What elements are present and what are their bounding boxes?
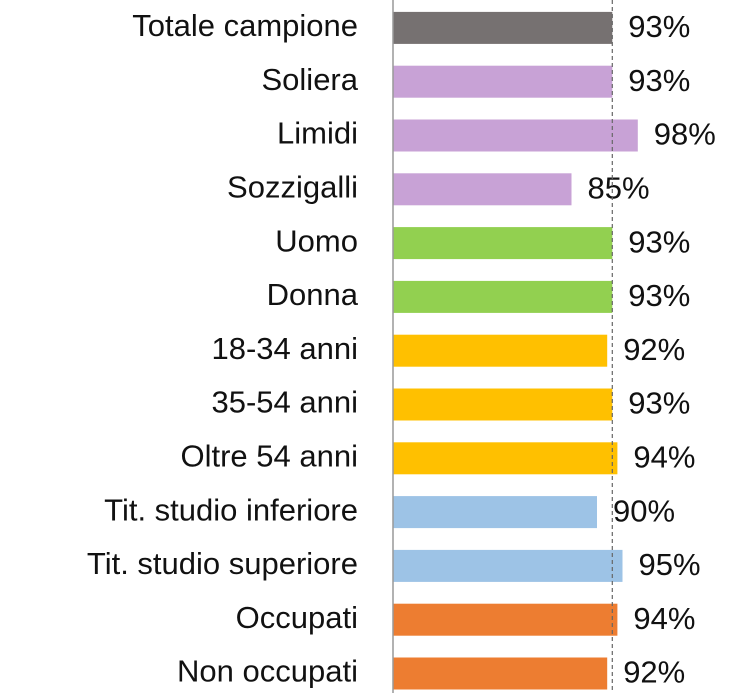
category-label: 18-34 anni (211, 331, 358, 366)
category-label: Sozzigalli (227, 169, 358, 204)
bar (393, 549, 623, 582)
value-label: 93% (628, 278, 690, 313)
category-label: Tit. studio superiore (87, 546, 358, 581)
bar (393, 11, 613, 44)
category-label: Donna (267, 277, 359, 312)
bar (393, 657, 608, 690)
bar (393, 173, 572, 206)
bar (393, 227, 613, 260)
category-label: Tit. studio inferiore (104, 492, 358, 527)
value-label: 93% (628, 9, 690, 44)
value-label: 98% (654, 117, 716, 152)
value-label: 85% (588, 170, 650, 205)
category-label: Non occupati (177, 654, 358, 689)
value-label: 93% (628, 63, 690, 98)
value-label: 94% (633, 439, 695, 474)
category-label: Occupati (236, 600, 358, 635)
value-label: 95% (639, 547, 701, 582)
category-label: 35-54 anni (211, 385, 358, 420)
bar (393, 442, 618, 475)
value-label: 90% (613, 493, 675, 528)
category-label: Uomo (275, 223, 358, 258)
category-label: Oltre 54 anni (181, 438, 359, 473)
value-label: 92% (623, 332, 685, 367)
bar (393, 280, 613, 313)
value-label: 93% (628, 224, 690, 259)
bar (393, 65, 613, 98)
bar (393, 603, 618, 636)
category-label: Limidi (277, 116, 358, 151)
category-label: Soliera (262, 62, 359, 97)
value-label: 93% (628, 386, 690, 421)
bar (393, 388, 613, 421)
value-label: 92% (623, 655, 685, 690)
category-label: Totale campione (132, 8, 358, 43)
bar (393, 334, 608, 367)
value-label: 94% (633, 601, 695, 636)
bar (393, 119, 638, 152)
bar (393, 496, 597, 529)
